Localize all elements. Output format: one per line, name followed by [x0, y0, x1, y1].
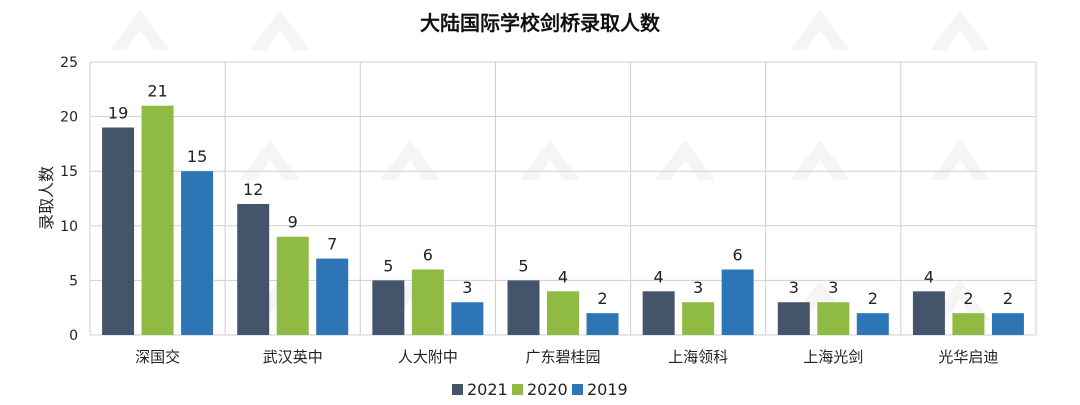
- data-label: 3: [828, 278, 838, 297]
- bar-2020: [141, 105, 174, 336]
- legend-swatch: [512, 384, 523, 395]
- data-label: 2: [597, 289, 607, 308]
- legend-label: 2019: [587, 380, 628, 399]
- data-label: 3: [789, 278, 799, 297]
- chart-title: 大陆国际学校剑桥录取人数: [420, 11, 661, 35]
- data-label: 2: [1003, 289, 1013, 308]
- y-axis-ticks: 0 5 10 15 20 25: [60, 55, 78, 344]
- bar-2019: [451, 302, 484, 335]
- x-category-label: 武汉英中: [263, 348, 323, 366]
- data-label: 6: [733, 245, 743, 264]
- bar-2020: [682, 302, 715, 335]
- bar-2021: [507, 280, 540, 335]
- data-label: 9: [288, 213, 298, 232]
- y-tick-label: 15: [60, 164, 78, 180]
- bar-2019: [721, 269, 754, 335]
- data-label: 5: [518, 256, 528, 275]
- data-label: 2: [963, 289, 973, 308]
- watermark-logo: [380, 140, 440, 180]
- watermark-logo: [790, 10, 850, 50]
- bar-2019: [181, 171, 214, 335]
- data-label: 21: [147, 82, 167, 101]
- watermark-logo: [240, 140, 300, 180]
- data-label: 12: [243, 180, 263, 199]
- data-label: 4: [558, 267, 568, 286]
- bar-2021: [642, 291, 675, 335]
- bar-2019: [586, 313, 619, 335]
- data-labels-layer: 19 21 15 12 9 7 5 6 3 5 4 2 4 3 6 3 3 2 4 2 2: [108, 82, 1013, 308]
- legend-swatch: [572, 384, 583, 395]
- data-label: 15: [187, 147, 207, 166]
- x-axis-categories: 深国交 武汉英中 人大附中 广东碧桂园 上海领科 上海光剑 光华启迪: [135, 348, 998, 366]
- bar-2020: [952, 313, 985, 335]
- legend-label: 2021: [467, 380, 508, 399]
- watermark-logo: [250, 10, 310, 50]
- watermark-logo: [110, 10, 170, 50]
- bar-2020: [817, 302, 850, 335]
- watermark-logo: [790, 140, 850, 180]
- data-label: 19: [108, 104, 128, 123]
- y-tick-label: 5: [69, 273, 78, 289]
- bar-2021: [237, 203, 270, 335]
- bars-layer: [102, 105, 1024, 336]
- bar-2021: [102, 127, 135, 336]
- data-label: 3: [693, 278, 703, 297]
- data-label: 3: [462, 278, 472, 297]
- x-category-label: 上海领科: [668, 348, 728, 366]
- data-label: 7: [327, 235, 337, 254]
- y-tick-label: 25: [60, 55, 78, 71]
- watermark-logo: [655, 140, 715, 180]
- legend-label: 2020: [527, 380, 568, 399]
- x-category-label: 上海光剑: [803, 348, 863, 366]
- y-axis-label: 录取人数: [37, 166, 56, 230]
- data-label: 4: [924, 267, 934, 286]
- data-label: 2: [868, 289, 878, 308]
- data-label: 4: [654, 267, 664, 286]
- bar-2019: [991, 313, 1024, 335]
- x-category-label: 人大附中: [398, 348, 458, 366]
- y-tick-label: 0: [69, 328, 78, 344]
- watermark-logo: [930, 280, 990, 320]
- bar-2021: [372, 280, 405, 335]
- bar-2019: [316, 258, 349, 335]
- watermark-logo: [930, 10, 990, 50]
- watermark-logo: [930, 140, 990, 180]
- bar-2019: [856, 313, 889, 335]
- y-tick-label: 20: [60, 110, 78, 126]
- x-category-label: 光华启迪: [938, 348, 998, 366]
- bar-2020: [547, 291, 579, 335]
- bar-2021: [912, 291, 945, 335]
- legend: 2021 2020 2019: [452, 380, 628, 399]
- legend-swatch: [452, 384, 463, 395]
- watermark-logo: [520, 140, 580, 180]
- x-category-label: 广东碧桂园: [525, 348, 600, 366]
- bar-2020: [276, 236, 309, 335]
- data-label: 6: [423, 245, 433, 264]
- bar-2021: [777, 302, 810, 335]
- data-label: 5: [383, 256, 393, 275]
- bar-2020: [411, 269, 444, 335]
- y-tick-label: 10: [60, 219, 78, 235]
- x-category-label: 深国交: [135, 348, 180, 366]
